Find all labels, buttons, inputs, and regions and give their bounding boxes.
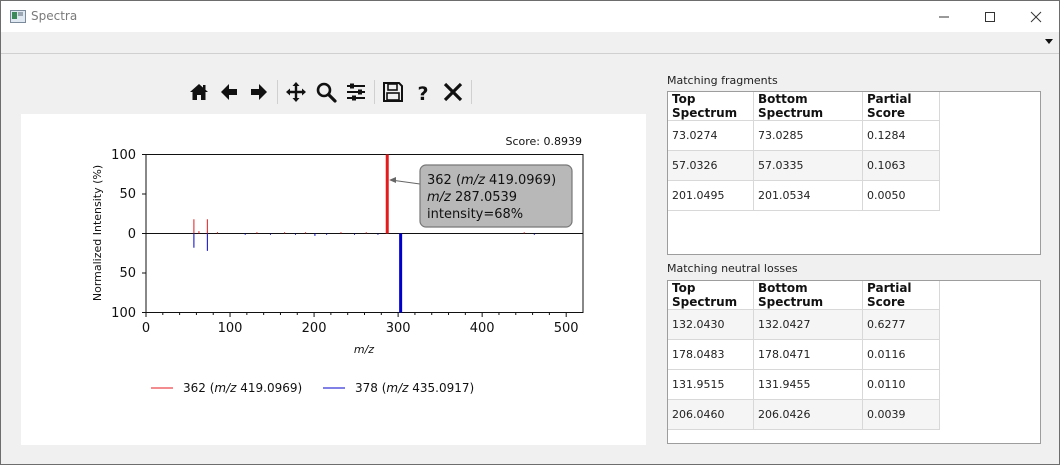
x-axis-ticks: 0 100 200 300 400 500 (142, 312, 579, 336)
neutral-losses-table[interactable]: Top Spectrum Bottom Spectrum Partial Sco… (667, 280, 1041, 444)
pan-icon (286, 82, 306, 102)
table-cell[interactable]: 201.0534 (753, 180, 863, 211)
neutral-losses-label: Matching neutral losses (667, 262, 798, 275)
help-icon: ? (417, 83, 428, 103)
table-row[interactable]: 206.0460 206.0426 0.0039 (668, 399, 940, 430)
table-row[interactable]: 57.0326 57.0335 0.1063 (668, 150, 940, 181)
subplots-config-icon (347, 83, 365, 101)
table-cell[interactable]: 206.0426 (753, 399, 863, 430)
minimize-icon (939, 16, 949, 17)
x-tick-label: 200 (302, 321, 327, 336)
title-bar[interactable]: Spectra (1, 1, 1059, 32)
minor-peaks (217, 232, 535, 235)
y-tick-label: 100 (111, 148, 136, 163)
column-header[interactable]: Bottom Spectrum (753, 281, 863, 310)
svg-text:?: ? (417, 83, 428, 103)
plot-canvas[interactable]: Score: 0.8939 100 50 0 50 100 Normalized… (21, 114, 646, 445)
zoom-icon (316, 82, 337, 103)
dropdown-arrow-icon[interactable] (1045, 39, 1053, 44)
table-cell[interactable]: 201.0495 (668, 180, 754, 211)
table-cell[interactable]: 0.0110 (862, 369, 940, 400)
y-tick-label: 0 (128, 227, 136, 242)
forward-button[interactable] (244, 79, 274, 105)
table-row[interactable]: 73.0274 73.0285 0.1284 (668, 120, 940, 151)
pan-button[interactable] (281, 79, 311, 105)
y-tick-label: 50 (119, 266, 136, 281)
table-row[interactable]: 178.0483 178.0471 0.0116 (668, 339, 940, 370)
table-cell[interactable]: 0.1063 (862, 150, 940, 181)
close-plot-button[interactable] (438, 79, 468, 105)
x-tick-label: 500 (554, 321, 579, 336)
zoom-button[interactable] (311, 79, 341, 105)
toolbar-separator (471, 80, 472, 104)
x-tick-label: 100 (218, 321, 243, 336)
table-cell[interactable]: 131.9455 (753, 369, 863, 400)
column-header[interactable]: Top Spectrum (668, 281, 754, 310)
back-button[interactable] (214, 79, 244, 105)
save-icon (383, 82, 403, 102)
table-cell[interactable]: 0.1284 (862, 120, 940, 151)
y-axis-label: Normalized Intensity (%) (91, 165, 104, 301)
table-cell[interactable]: 0.0050 (862, 180, 940, 211)
y-tick-label: 100 (111, 306, 136, 321)
svg-text:362 (m/z 419.0969): 362 (m/z 419.0969) (183, 381, 302, 395)
fragments-label: Matching fragments (667, 74, 778, 87)
peak-annotation: 362 (m/z 419.0969) m/z 287.0539 intensit… (389, 164, 573, 228)
close-icon (443, 82, 463, 102)
table-cell[interactable]: 73.0274 (668, 120, 754, 151)
table-cell[interactable]: 178.0471 (753, 339, 863, 370)
x-tick-label: 400 (470, 321, 495, 336)
window-title: Spectra (31, 9, 78, 23)
table-cell[interactable]: 131.9515 (668, 369, 754, 400)
minimize-button[interactable] (921, 1, 967, 32)
table-cell[interactable]: 178.0483 (668, 339, 754, 370)
subplots-config-button[interactable] (341, 79, 371, 105)
column-header[interactable]: Top Spectrum (668, 92, 754, 121)
column-header[interactable]: Bottom Spectrum (753, 92, 863, 121)
table-cell[interactable]: 57.0335 (753, 150, 863, 181)
table-row[interactable]: 201.0495 201.0534 0.0050 (668, 180, 940, 211)
table-row[interactable]: 131.9515 131.9455 0.0110 (668, 369, 940, 400)
svg-text:m/z 287.0539: m/z 287.0539 (427, 190, 517, 205)
toolbar-separator (374, 80, 375, 104)
table-cell[interactable]: 57.0326 (668, 150, 754, 181)
svg-text:intensity=68%: intensity=68% (427, 207, 523, 222)
close-icon (1030, 11, 1042, 22)
forward-arrow-icon (251, 84, 267, 100)
maximize-icon (985, 11, 995, 22)
table-cell[interactable]: 206.0460 (668, 399, 754, 430)
x-tick-label: 0 (142, 321, 150, 336)
svg-text:378 (m/z 435.0917): 378 (m/z 435.0917) (355, 381, 474, 395)
table-cell[interactable]: 0.0116 (862, 339, 940, 370)
x-axis-label: m/z (354, 343, 374, 356)
toolbar-separator (277, 80, 278, 104)
menu-bar (1, 32, 1059, 54)
plot-toolbar: ? (184, 79, 475, 105)
table-cell[interactable]: 132.0430 (668, 309, 754, 340)
back-arrow-icon (221, 84, 237, 100)
table-cell[interactable]: 0.6277 (862, 309, 940, 340)
svg-text:362 (m/z 419.0969): 362 (m/z 419.0969) (427, 173, 556, 188)
y-tick-label: 50 (119, 187, 136, 202)
table-cell[interactable]: 0.0039 (862, 399, 940, 430)
column-header[interactable]: Partial Score (862, 92, 940, 121)
score-label: Score: 0.8939 (505, 135, 582, 148)
column-header[interactable]: Partial Score (862, 281, 940, 310)
mirror-spectrum-plot[interactable]: Score: 0.8939 100 50 0 50 100 Normalized… (21, 114, 646, 445)
maximize-button[interactable] (967, 1, 1013, 32)
table-cell[interactable]: 73.0285 (753, 120, 863, 151)
table-row[interactable]: 132.0430 132.0427 0.6277 (668, 309, 940, 340)
home-icon (190, 84, 208, 100)
fragments-table[interactable]: Top Spectrum Bottom Spectrum Partial Sco… (667, 91, 1041, 255)
y-axis-ticks (142, 154, 146, 313)
x-tick-label: 300 (386, 321, 411, 336)
help-button[interactable]: ? (408, 79, 438, 105)
close-button[interactable] (1013, 1, 1059, 32)
table-cell[interactable]: 132.0427 (753, 309, 863, 340)
save-button[interactable] (378, 79, 408, 105)
app-icon (10, 10, 26, 23)
plot-legend: 362 (m/z 419.0969) 378 (m/z 435.0917) (151, 381, 474, 395)
home-button[interactable] (184, 79, 214, 105)
